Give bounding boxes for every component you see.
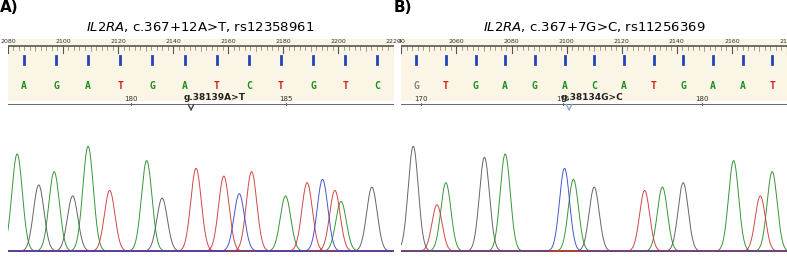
Text: 2200: 2200 (331, 39, 346, 44)
Text: g.38139A>T: g.38139A>T (183, 93, 246, 102)
Text: T: T (278, 81, 284, 91)
Text: 2220: 2220 (386, 39, 401, 44)
Text: T: T (117, 81, 124, 91)
Text: T: T (651, 81, 656, 91)
Text: G: G (413, 81, 419, 91)
Text: B): B) (394, 0, 412, 15)
Text: A: A (621, 81, 626, 91)
Text: A: A (710, 81, 716, 91)
Text: 2180: 2180 (275, 39, 291, 44)
Text: T: T (443, 81, 449, 91)
Text: 2120: 2120 (614, 39, 630, 44)
Text: 2100: 2100 (559, 39, 575, 44)
Text: G: G (680, 81, 686, 91)
Text: g.38134G>C: g.38134G>C (561, 93, 623, 102)
Text: 2180: 2180 (779, 39, 787, 44)
Text: G: G (150, 81, 155, 91)
Text: 2080: 2080 (0, 39, 16, 44)
Text: A: A (85, 81, 91, 91)
Text: G: G (472, 81, 478, 91)
Text: T: T (342, 81, 348, 91)
Text: 2140: 2140 (165, 39, 181, 44)
Text: 180: 180 (124, 96, 138, 102)
Text: A: A (182, 81, 187, 91)
Text: A): A) (0, 0, 19, 15)
Text: 175: 175 (556, 96, 570, 102)
Text: G: G (532, 81, 538, 91)
Text: 2120: 2120 (110, 39, 126, 44)
Text: T: T (769, 81, 775, 91)
Text: 2100: 2100 (55, 39, 71, 44)
Text: G: G (310, 81, 316, 91)
Text: C: C (375, 81, 380, 91)
Text: 180: 180 (696, 96, 709, 102)
Text: G: G (54, 81, 59, 91)
Text: 170: 170 (414, 96, 427, 102)
Text: 40: 40 (397, 39, 405, 44)
Text: 2140: 2140 (669, 39, 685, 44)
Text: A: A (562, 81, 567, 91)
Text: $\mathit{IL2RA}$, c.367+12A>T, rs12358961: $\mathit{IL2RA}$, c.367+12A>T, rs1235896… (87, 20, 315, 34)
Text: C: C (591, 81, 597, 91)
Text: 2160: 2160 (220, 39, 236, 44)
Text: 2160: 2160 (724, 39, 740, 44)
Text: $\mathit{IL2RA}$, c.367+7G>C, rs11256369: $\mathit{IL2RA}$, c.367+7G>C, rs11256369 (483, 20, 705, 34)
Text: 2080: 2080 (504, 39, 519, 44)
Text: A: A (740, 81, 745, 91)
Text: T: T (214, 81, 220, 91)
Text: A: A (21, 81, 27, 91)
Text: 2060: 2060 (449, 39, 464, 44)
Text: A: A (502, 81, 508, 91)
Text: 185: 185 (279, 96, 292, 102)
Text: C: C (246, 81, 252, 91)
